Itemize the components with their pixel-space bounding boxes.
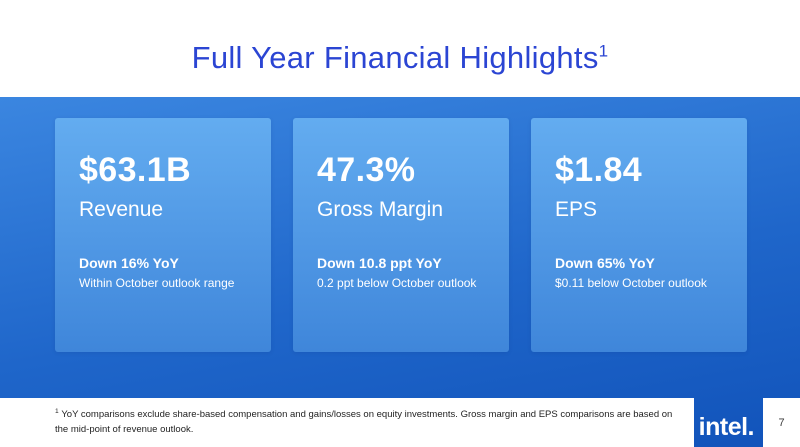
metric-value: $1.84: [555, 151, 643, 189]
footnote-body: YoY comparisons exclude share-based comp…: [55, 409, 673, 435]
metric-change: Down 65% YoY: [555, 254, 655, 271]
metric-card-eps: $1.84 EPS Down 65% YoY $0.11 below Octob…: [531, 118, 747, 352]
slide-title-text: Full Year Financial Highlights: [191, 40, 599, 75]
metric-note: Within October outlook range: [79, 276, 235, 291]
metric-value: 47.3%: [317, 151, 416, 189]
footnote-bar: 1 YoY comparisons exclude share-based co…: [0, 398, 694, 447]
metrics-row: $63.1B Revenue Down 16% YoY Within Octob…: [55, 118, 747, 352]
metric-note: $0.11 below October outlook: [555, 276, 707, 291]
metric-value: $63.1B: [79, 151, 192, 189]
metric-label: EPS: [555, 198, 598, 222]
metric-card-gross-margin: 47.3% Gross Margin Down 10.8 ppt YoY 0.2…: [293, 118, 509, 352]
metric-card-revenue: $63.1B Revenue Down 16% YoY Within Octob…: [55, 118, 271, 352]
footnote-marker: 1: [55, 408, 59, 415]
footnote-text: 1 YoY comparisons exclude share-based co…: [55, 407, 685, 438]
highlights-panel: $63.1B Revenue Down 16% YoY Within Octob…: [0, 97, 800, 447]
metric-label: Gross Margin: [317, 198, 444, 222]
metric-change: Down 16% YoY: [79, 254, 179, 271]
intel-logo: intel.: [698, 413, 755, 441]
metric-change: Down 10.8 ppt YoY: [317, 254, 442, 271]
page-number-strip: 7: [763, 398, 800, 447]
metric-note: 0.2 ppt below October outlook: [317, 276, 477, 291]
title-footnote-marker: 1: [598, 41, 609, 61]
metric-label: Revenue: [79, 198, 164, 222]
slide-title: Full Year Financial Highlights1: [0, 40, 800, 76]
page-number: 7: [778, 416, 785, 429]
